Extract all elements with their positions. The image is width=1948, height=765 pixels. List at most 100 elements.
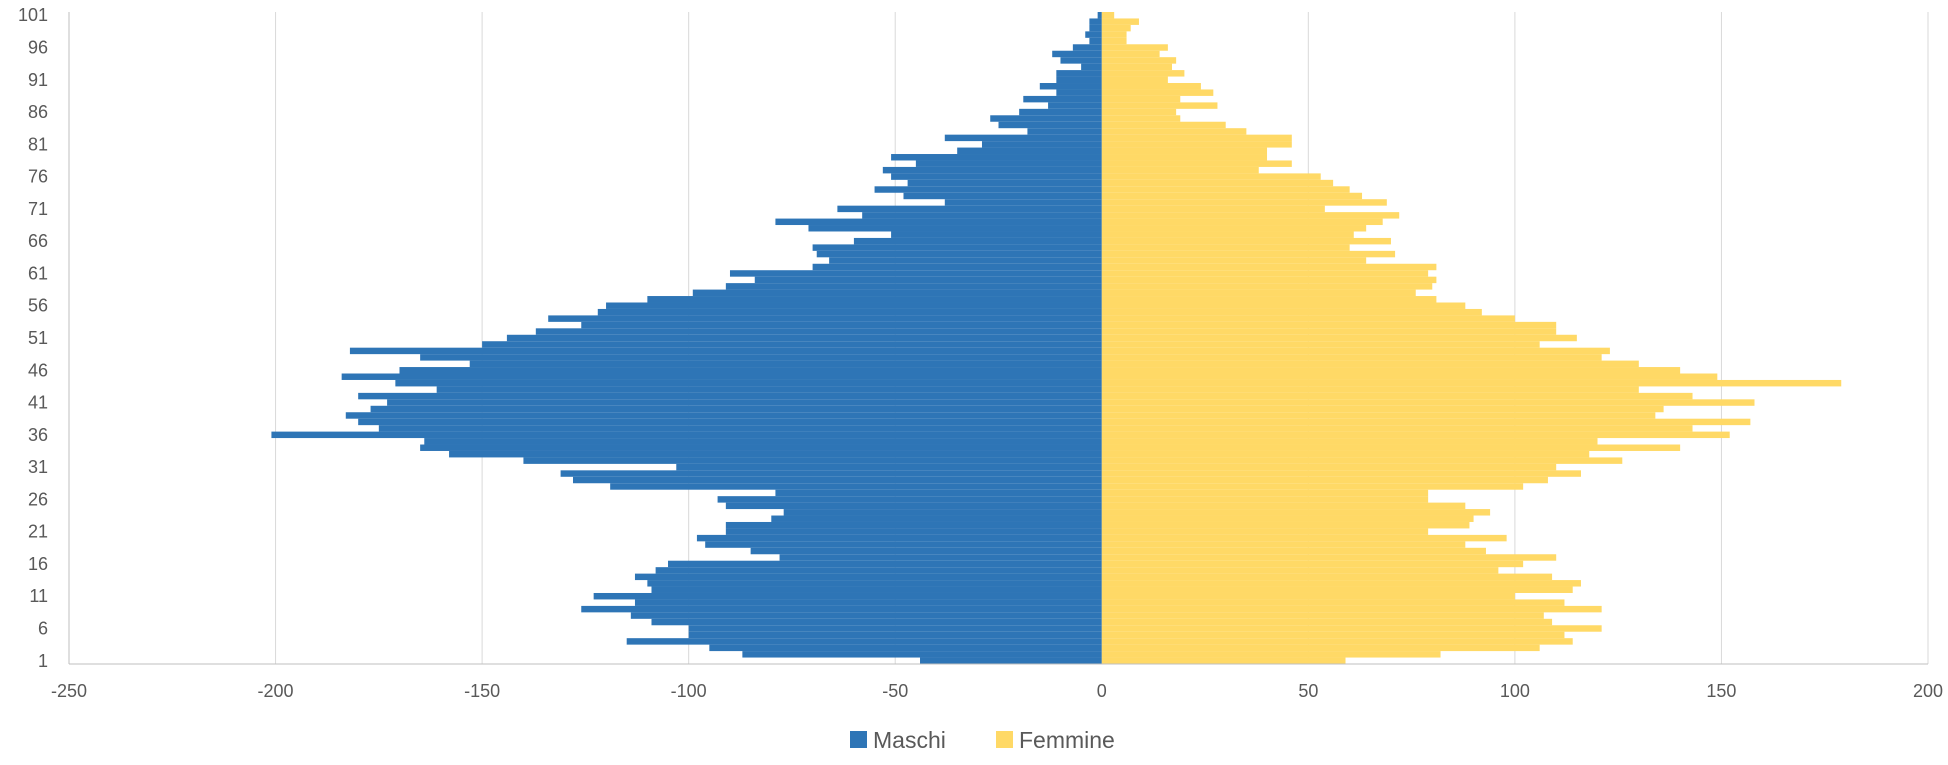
y-tick-label: 91 bbox=[28, 70, 48, 90]
bar-maschi bbox=[862, 212, 1102, 219]
bar-maschi bbox=[754, 276, 1102, 284]
bar-maschi bbox=[725, 283, 1102, 290]
y-tick-label: 101 bbox=[18, 5, 48, 25]
bar-femmine bbox=[1101, 399, 1755, 406]
bar-femmine bbox=[1101, 651, 1441, 658]
x-tick-label: 150 bbox=[1706, 681, 1736, 701]
bar-maschi bbox=[630, 612, 1102, 619]
bar-maschi bbox=[775, 489, 1102, 497]
bar-femmine bbox=[1101, 573, 1553, 581]
bar-maschi bbox=[808, 225, 1102, 232]
bar-maschi bbox=[387, 399, 1102, 406]
x-tick-label: -150 bbox=[464, 681, 500, 701]
bar-femmine bbox=[1101, 108, 1177, 116]
y-tick-label: 16 bbox=[28, 554, 48, 574]
bar-maschi bbox=[647, 296, 1102, 303]
bar-maschi bbox=[779, 554, 1102, 561]
bar-femmine bbox=[1101, 528, 1429, 535]
bar-femmine bbox=[1101, 373, 1718, 380]
bar-femmine bbox=[1101, 367, 1681, 374]
bar-femmine bbox=[1101, 341, 1540, 348]
bar-maschi bbox=[581, 605, 1102, 613]
bar-maschi bbox=[271, 431, 1102, 439]
bar-maschi bbox=[506, 334, 1102, 342]
y-tick-label: 71 bbox=[28, 199, 48, 219]
bar-femmine bbox=[1101, 489, 1429, 497]
bar-maschi bbox=[560, 470, 1102, 477]
bar-femmine bbox=[1101, 560, 1524, 568]
bar-maschi bbox=[668, 560, 1102, 568]
y-tick-label: 36 bbox=[28, 425, 48, 445]
bar-maschi bbox=[1072, 44, 1102, 51]
bar-maschi bbox=[891, 173, 1102, 180]
bar-femmine bbox=[1101, 483, 1524, 490]
bar-maschi bbox=[358, 392, 1102, 400]
bar-femmine bbox=[1101, 121, 1226, 129]
bar-femmine bbox=[1101, 12, 1115, 19]
bar-femmine bbox=[1101, 128, 1247, 135]
bar-femmine bbox=[1101, 438, 1598, 445]
x-tick-label: 200 bbox=[1913, 681, 1943, 701]
bar-femmine bbox=[1101, 586, 1573, 593]
bar-maschi bbox=[1039, 83, 1102, 90]
bar-maschi bbox=[1089, 18, 1102, 25]
bar-maschi bbox=[915, 160, 1102, 167]
bar-femmine bbox=[1101, 37, 1127, 45]
bar-maschi bbox=[424, 438, 1102, 445]
bar-femmine bbox=[1101, 450, 1590, 458]
bar-femmine bbox=[1101, 115, 1181, 122]
y-tick-label: 41 bbox=[28, 393, 48, 413]
bar-femmine bbox=[1101, 70, 1185, 77]
bar-maschi bbox=[436, 386, 1102, 393]
bar-femmine bbox=[1101, 386, 1639, 393]
bar-femmine bbox=[1101, 296, 1437, 303]
bar-maschi bbox=[349, 347, 1102, 355]
bar-femmine bbox=[1101, 476, 1548, 484]
bar-femmine bbox=[1101, 31, 1127, 38]
bar-maschi bbox=[634, 573, 1102, 581]
bar-femmine bbox=[1101, 457, 1623, 464]
bar-femmine bbox=[1101, 360, 1639, 368]
bar-femmine bbox=[1101, 24, 1131, 32]
bar-femmine bbox=[1101, 218, 1383, 226]
bar-femmine bbox=[1101, 534, 1507, 542]
bar-maschi bbox=[882, 166, 1102, 174]
bar-maschi bbox=[482, 341, 1102, 348]
bar-femmine bbox=[1101, 425, 1693, 432]
bar-femmine bbox=[1101, 515, 1474, 522]
bar-maschi bbox=[944, 134, 1102, 142]
bar-femmine bbox=[1101, 205, 1325, 213]
bar-maschi bbox=[903, 192, 1102, 200]
bar-maschi bbox=[853, 237, 1102, 245]
y-tick-label: 1 bbox=[38, 651, 48, 671]
bar-femmine bbox=[1101, 50, 1160, 58]
bar-femmine bbox=[1101, 44, 1168, 51]
bar-maschi bbox=[812, 244, 1102, 251]
bar-maschi bbox=[729, 270, 1102, 277]
bar-femmine bbox=[1101, 192, 1363, 200]
bar-maschi bbox=[651, 618, 1102, 626]
bar-femmine bbox=[1101, 412, 1656, 419]
bar-maschi bbox=[535, 328, 1102, 335]
bar-femmine bbox=[1101, 289, 1416, 297]
bar-maschi bbox=[341, 373, 1102, 380]
bar-maschi bbox=[771, 515, 1102, 522]
bar-maschi bbox=[626, 638, 1102, 645]
bar-femmine bbox=[1101, 141, 1292, 148]
bar-femmine bbox=[1101, 134, 1292, 142]
bar-maschi bbox=[775, 218, 1102, 226]
y-tick-label: 86 bbox=[28, 102, 48, 122]
bar-maschi bbox=[920, 657, 1102, 664]
bar-maschi bbox=[548, 315, 1102, 322]
y-tick-label: 56 bbox=[28, 296, 48, 316]
bar-maschi bbox=[1052, 50, 1102, 58]
y-tick-label: 21 bbox=[28, 522, 48, 542]
bar-maschi bbox=[1056, 89, 1102, 96]
bars bbox=[271, 12, 1842, 664]
bar-femmine bbox=[1101, 160, 1292, 167]
legend-label-maschi: Maschi bbox=[873, 727, 946, 753]
bar-maschi bbox=[812, 263, 1102, 271]
bar-maschi bbox=[688, 631, 1102, 639]
bar-maschi bbox=[469, 360, 1102, 368]
